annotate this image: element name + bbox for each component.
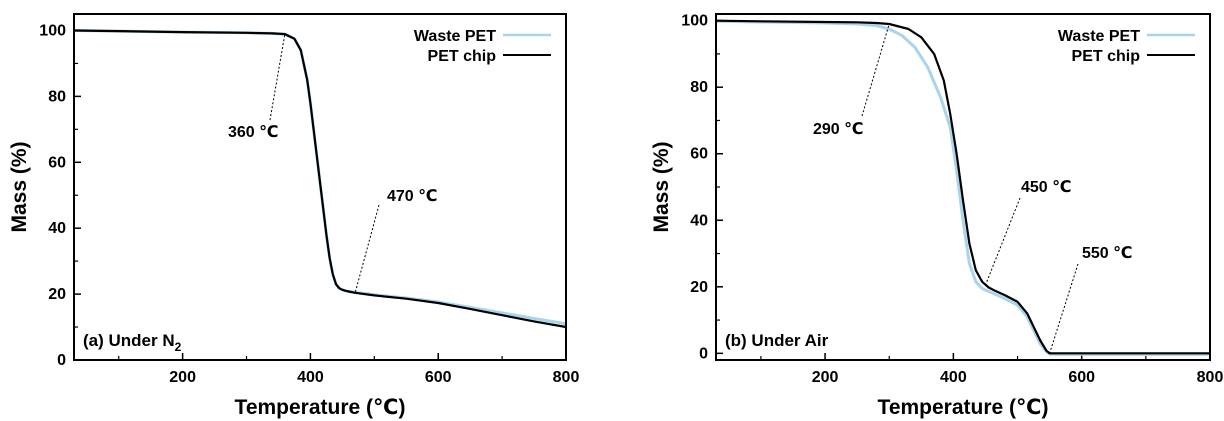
series-line-waste-pet xyxy=(716,19,1210,356)
annotation-label: 450 ℃ xyxy=(1021,179,1072,196)
annotation-leader xyxy=(861,23,890,117)
annotation-label: 290 ℃ xyxy=(813,121,864,138)
y-tick-label: 0 xyxy=(699,345,708,362)
y-axis-title: Mass (%) xyxy=(650,141,673,232)
y-tick-label: 60 xyxy=(690,146,708,163)
x-tick-label: 200 xyxy=(169,369,196,386)
y-tick-label: 0 xyxy=(57,352,66,369)
y-tick-label: 100 xyxy=(681,13,708,30)
x-tick-label: 800 xyxy=(1197,369,1224,386)
legend-label-waste-pet: Waste PET xyxy=(414,28,496,45)
y-tick-label: 80 xyxy=(48,88,66,105)
annotation-leader xyxy=(269,34,286,121)
x-tick-label: 200 xyxy=(812,369,839,386)
y-axis-title: Mass (%) xyxy=(8,141,31,232)
x-tick-label: 600 xyxy=(1068,369,1095,386)
chart-panel-b: 0 20 40 60 80 100 200 400 600 800 290 ℃ 450 ℃ 550 ℃ W… xyxy=(650,13,1223,419)
annotation-label: 470 ℃ xyxy=(387,188,438,205)
annotation-leader xyxy=(984,197,1021,286)
plot-frame xyxy=(715,13,1211,361)
x-tick-label: 400 xyxy=(940,369,967,386)
panel-label: (a) Under N2 xyxy=(83,331,182,354)
y-tick-label: 100 xyxy=(39,22,66,39)
panel-label: (b) Under Air xyxy=(725,331,829,350)
y-tick-label: 20 xyxy=(690,279,708,296)
x-axis-title: Temperature (℃) xyxy=(878,396,1049,419)
legend-label-waste-pet: Waste PET xyxy=(1058,28,1140,45)
x-tick-label: 400 xyxy=(297,369,324,386)
x-tick-label: 600 xyxy=(425,369,452,386)
series-line-pet-chip xyxy=(74,29,566,329)
plot-frame xyxy=(73,13,567,361)
legend-label-pet-chip: PET chip xyxy=(428,48,497,65)
y-tick-label: 40 xyxy=(48,220,66,237)
y-tick-label: 40 xyxy=(690,212,708,229)
legend-label-pet-chip: PET chip xyxy=(1072,48,1141,65)
series-line-pet-chip xyxy=(716,19,1210,355)
y-tick-label: 60 xyxy=(48,154,66,171)
x-axis-title: Temperature (℃) xyxy=(235,396,406,419)
y-tick-label: 80 xyxy=(690,79,708,96)
chart-panel-a: 0 20 40 60 80 100 200 400 600 800 360 ℃ 470 ℃ Waste … xyxy=(8,13,580,419)
annotation-leader xyxy=(1049,263,1079,354)
annotation-label: 550 ℃ xyxy=(1082,245,1133,262)
x-tick-label: 800 xyxy=(553,369,580,386)
y-tick-label: 20 xyxy=(48,286,66,303)
annotation-label: 360 ℃ xyxy=(228,124,279,141)
annotation-leader xyxy=(354,204,380,293)
